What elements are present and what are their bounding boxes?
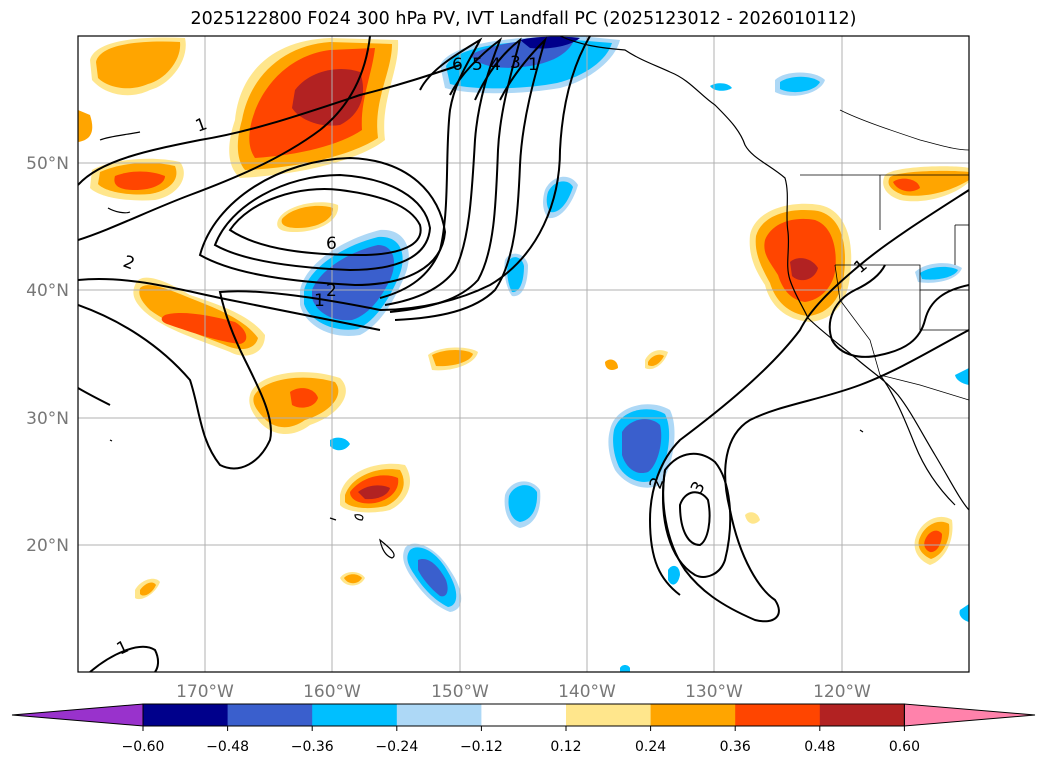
lon-label: 160°W bbox=[303, 682, 361, 702]
coastlines bbox=[99, 36, 969, 559]
colorbar-tick-label: 0.48 bbox=[804, 739, 835, 755]
colorbar-segment bbox=[396, 704, 482, 726]
contour-label: 2 bbox=[326, 281, 337, 301]
colorbar-segment bbox=[650, 704, 736, 726]
colorbar-tick-label: −0.60 bbox=[122, 739, 165, 755]
gridlines bbox=[78, 36, 969, 672]
contour-labels: 1 6 5 4 3 1 6 2 1 2 3 1 1 2 bbox=[114, 53, 872, 660]
lat-label: 40°N bbox=[26, 281, 69, 301]
contour-label: 5 bbox=[472, 55, 483, 75]
state-borders bbox=[800, 174, 969, 401]
contour-label: 6 bbox=[326, 234, 337, 254]
colorbar-tick-label: 0.60 bbox=[889, 739, 920, 755]
lon-label: 130°W bbox=[685, 682, 743, 702]
colorbar-segment bbox=[819, 704, 905, 726]
contour-label: 6 bbox=[452, 55, 463, 75]
colorbar-segment bbox=[312, 704, 398, 726]
colorbar-extend-max bbox=[903, 703, 1036, 727]
latitude-labels: 50°N 40°N 30°N 20°N bbox=[26, 154, 69, 556]
contour-label: 3 bbox=[510, 53, 521, 73]
colorbar-segment bbox=[143, 704, 229, 726]
contour-label: 2 bbox=[120, 252, 137, 274]
colorbar-tick-label: −0.36 bbox=[291, 739, 334, 755]
map-title: 2025122800 F024 300 hPa PV, IVT Landfall… bbox=[190, 9, 857, 29]
contour-label: 1 bbox=[528, 55, 539, 75]
map-frame bbox=[77, 35, 970, 673]
ivt-pc-positive-shading bbox=[78, 37, 969, 600]
colorbar: −0.60 −0.48 −0.36 −0.24 −0.12 0.12 0.24 0.36 0.4… bbox=[11, 703, 1036, 755]
contour-label: 4 bbox=[490, 55, 501, 75]
colorbar-segment bbox=[481, 704, 567, 726]
contour-label: 1 bbox=[314, 291, 325, 311]
colorbar-tick-label: 0.12 bbox=[550, 739, 581, 755]
lon-label: 120°W bbox=[813, 682, 871, 702]
contour-label: 3 bbox=[687, 478, 710, 497]
lat-label: 50°N bbox=[26, 154, 69, 174]
colorbar-extend-min bbox=[11, 703, 144, 727]
lon-label: 140°W bbox=[558, 682, 616, 702]
colorbar-frame bbox=[142, 703, 905, 727]
contour-label: 1 bbox=[193, 114, 210, 136]
lat-label: 30°N bbox=[26, 409, 69, 429]
longitude-labels: 170°W 160°W 150°W 140°W 130°W 120°W bbox=[176, 682, 871, 702]
colorbar-tick-label: −0.24 bbox=[375, 739, 418, 755]
pv-contours bbox=[78, 36, 969, 672]
lon-label: 150°W bbox=[431, 682, 489, 702]
colorbar-tick-label: 0.36 bbox=[720, 739, 751, 755]
colorbar-segment bbox=[735, 704, 821, 726]
colorbar-tick-label: −0.12 bbox=[460, 739, 503, 755]
lat-label: 20°N bbox=[26, 536, 69, 556]
colorbar-segment bbox=[566, 704, 652, 726]
colorbar-segment bbox=[227, 704, 313, 726]
ivt-pc-negative-shading bbox=[300, 36, 969, 672]
colorbar-tick-label: −0.48 bbox=[206, 739, 249, 755]
colorbar-tick-label: 0.24 bbox=[635, 739, 666, 755]
lon-label: 170°W bbox=[176, 682, 234, 702]
